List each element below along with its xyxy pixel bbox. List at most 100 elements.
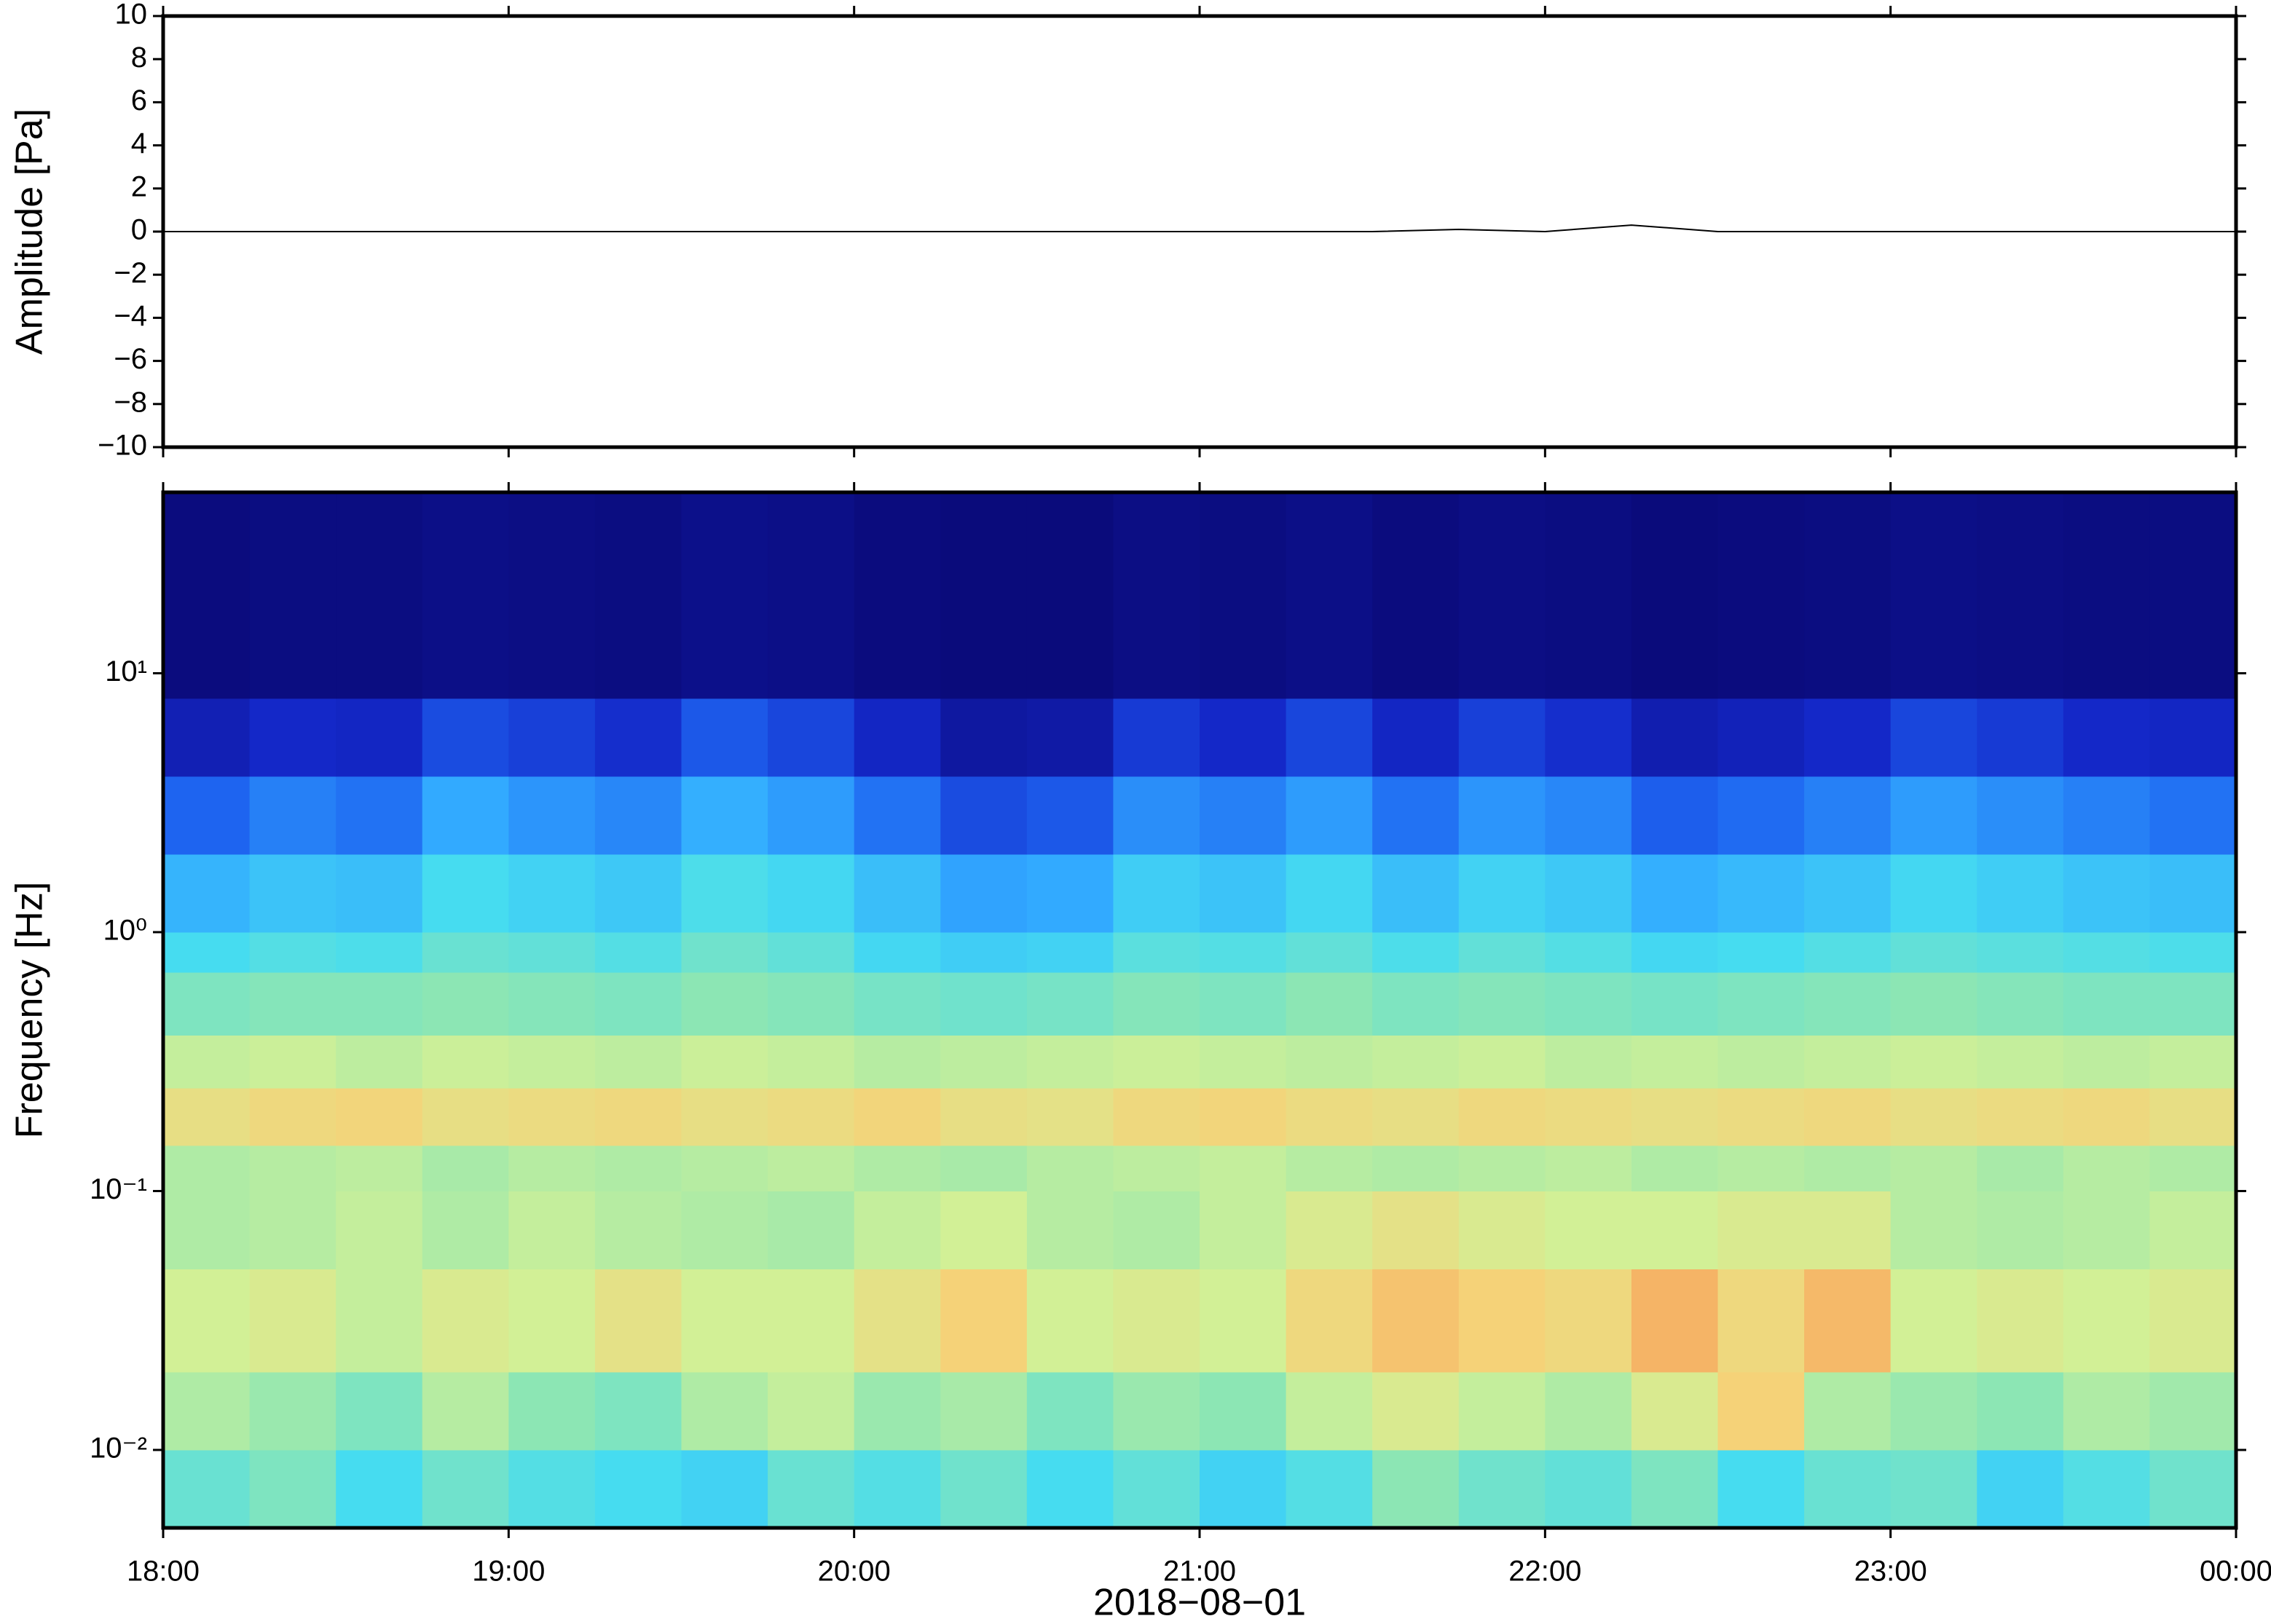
spectrogram-cell bbox=[1890, 1088, 1977, 1146]
spectrogram-cell bbox=[1372, 1449, 1460, 1529]
spectrogram-cell bbox=[1804, 1145, 1892, 1191]
spectrogram-cell bbox=[336, 698, 423, 777]
spectrogram-cell bbox=[1286, 492, 1373, 699]
spectrogram-cell bbox=[1026, 854, 1114, 933]
spectrogram-cell bbox=[1286, 776, 1373, 855]
spectrogram-cell bbox=[1717, 1191, 1805, 1269]
spectrogram-cell bbox=[768, 1145, 855, 1191]
spectrogram-cell bbox=[1804, 1371, 1892, 1451]
spectrogram-cell bbox=[508, 1449, 596, 1529]
spectrogram-cell bbox=[1804, 1191, 1892, 1269]
spectrogram-cell bbox=[336, 1269, 423, 1373]
spectrogram-cell bbox=[1458, 1191, 1546, 1269]
spectrogram-cell bbox=[1804, 1269, 1892, 1373]
spectrogram-cell bbox=[422, 931, 509, 973]
spectrogram-cell bbox=[508, 1269, 596, 1373]
spectrogram-cell bbox=[1200, 1191, 1287, 1269]
spectrogram-cell bbox=[1026, 931, 1114, 973]
spectrogram-cell bbox=[681, 1269, 768, 1373]
spectrogram-cell bbox=[422, 776, 509, 855]
spectrogram-cell bbox=[854, 776, 941, 855]
spectrogram-cell bbox=[508, 776, 596, 855]
y-tick-label: 10⁻¹ bbox=[90, 1173, 147, 1205]
spectrogram-cell bbox=[2149, 1449, 2237, 1529]
spectrogram-cell bbox=[1631, 1191, 1718, 1269]
x-axis-label: 2018−08−01 bbox=[1093, 1582, 1306, 1624]
spectrogram-cell bbox=[768, 776, 855, 855]
spectrogram-cell bbox=[1631, 492, 1718, 699]
spectrogram-cell bbox=[1717, 972, 1805, 1036]
spectrogram-cell bbox=[1631, 1145, 1718, 1191]
spectrogram-cell bbox=[594, 1191, 682, 1269]
spectrogram-cell bbox=[249, 1088, 336, 1146]
spectrogram-cell bbox=[336, 776, 423, 855]
spectrogram-cell bbox=[1545, 1371, 1632, 1451]
spectrogram-cell bbox=[594, 1145, 682, 1191]
spectrogram-cell bbox=[2149, 972, 2237, 1036]
spectrogram-cell bbox=[1458, 854, 1546, 933]
spectrogram-cell bbox=[1631, 972, 1718, 1036]
spectrogram-cell bbox=[163, 1035, 251, 1089]
spectrogram-cell bbox=[594, 698, 682, 777]
spectrogram-cell bbox=[1026, 776, 1114, 855]
spectrogram-cell bbox=[1200, 1035, 1287, 1089]
spectrogram-cell bbox=[1458, 776, 1546, 855]
spectrogram-cell bbox=[681, 854, 768, 933]
spectrogram-cell bbox=[422, 1088, 509, 1146]
spectrogram-cell bbox=[1113, 1449, 1200, 1529]
spectrogram-cell bbox=[1890, 854, 1977, 933]
spectrogram-cell bbox=[1200, 1088, 1287, 1146]
spectrogram-cell bbox=[1977, 1449, 2064, 1529]
spectrogram-cell bbox=[249, 931, 336, 973]
spectrogram-cell bbox=[249, 698, 336, 777]
spectrogram-cell bbox=[1372, 698, 1460, 777]
spectrogram-cell bbox=[1631, 1088, 1718, 1146]
spectrogram-cell bbox=[1977, 776, 2064, 855]
spectrogram-cell bbox=[508, 698, 596, 777]
spectrogram-cell bbox=[508, 1371, 596, 1451]
spectrogram-cell bbox=[1717, 1145, 1805, 1191]
spectrogram-cell bbox=[681, 1371, 768, 1451]
spectrogram-cell bbox=[1545, 492, 1632, 699]
spectrogram-cell bbox=[2063, 1191, 2150, 1269]
x-tick-label: 22:00 bbox=[1508, 1556, 1581, 1588]
spectrogram-cell bbox=[2149, 1191, 2237, 1269]
spectrogram-cell bbox=[336, 1035, 423, 1089]
spectrogram-cell bbox=[1113, 931, 1200, 973]
spectrogram-cell bbox=[768, 492, 855, 699]
spectrogram-cell bbox=[1026, 492, 1114, 699]
spectrogram-cell bbox=[1113, 492, 1200, 699]
spectrogram-cell bbox=[594, 776, 682, 855]
spectrogram-cell bbox=[768, 1449, 855, 1529]
spectrogram-cell bbox=[1113, 1088, 1200, 1146]
spectrogram-cell bbox=[1026, 1088, 1114, 1146]
spectrogram-cell bbox=[940, 1449, 1028, 1529]
spectrogram-cell bbox=[940, 776, 1028, 855]
spectrogram-cell bbox=[163, 492, 251, 699]
spectrogram-cell bbox=[163, 1269, 251, 1373]
y-tick-label: −10 bbox=[98, 430, 147, 462]
spectrogram-cell bbox=[1200, 1449, 1287, 1529]
spectrogram-cell bbox=[1372, 972, 1460, 1036]
spectrogram-cell bbox=[1458, 931, 1546, 973]
spectrogram-cell bbox=[249, 1269, 336, 1373]
y-tick-label: 10¹ bbox=[105, 655, 147, 687]
spectrogram-cell bbox=[594, 1088, 682, 1146]
y-axis-label: Amplitude [Pa] bbox=[9, 109, 51, 355]
spectrogram-cell bbox=[1804, 1449, 1892, 1529]
spectrogram-cell bbox=[1200, 1145, 1287, 1191]
spectrogram-cell bbox=[1113, 1145, 1200, 1191]
spectrogram-cell bbox=[1113, 972, 1200, 1036]
spectrogram-cell bbox=[1977, 698, 2064, 777]
spectrogram-cell bbox=[681, 1088, 768, 1146]
y-tick-label: 4 bbox=[131, 127, 147, 159]
spectrogram-cell bbox=[1372, 1269, 1460, 1373]
spectrogram-cell bbox=[422, 1449, 509, 1529]
spectrogram-cell bbox=[940, 1145, 1028, 1191]
x-tick-label: 21:00 bbox=[1163, 1556, 1236, 1588]
spectrogram-cell bbox=[1286, 1035, 1373, 1089]
spectrogram-cell bbox=[940, 854, 1028, 933]
spectrogram-cell bbox=[2149, 776, 2237, 855]
spectrogram-cell bbox=[336, 972, 423, 1036]
spectrogram-cell bbox=[854, 1371, 941, 1451]
